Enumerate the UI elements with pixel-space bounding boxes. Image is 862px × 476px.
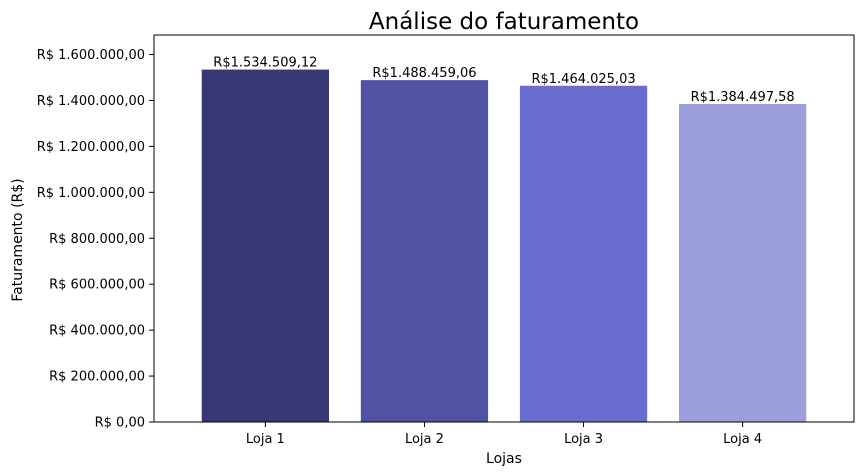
y-axis-label: Faturamento (R$) (10, 178, 26, 301)
y-tick-label: R$ 1.600.000,00 (37, 48, 145, 63)
bar-3 (519, 85, 648, 423)
x-tick-label: Loja 2 (405, 432, 444, 447)
bar-2 (360, 80, 489, 423)
y-tick-label: R$ 1.200.000,00 (37, 140, 145, 155)
x-tick-label: Loja 1 (246, 432, 285, 447)
y-tick-label: R$ 400.000,00 (49, 324, 145, 339)
bar-4 (679, 104, 807, 423)
y-tick-label: R$ 800.000,00 (49, 232, 145, 247)
bar-1 (201, 69, 329, 422)
data-label-2: R$1.488.459,06 (372, 66, 476, 81)
y-tick-label: R$ 0,00 (95, 416, 145, 431)
plot-frame (153, 34, 855, 423)
y-tick-label: R$ 200.000,00 (49, 370, 145, 385)
y-tick-label: R$ 1.000.000,00 (37, 186, 145, 201)
data-label-3: R$1.464.025,03 (531, 72, 635, 87)
data-label-4: R$1.384.497,58 (691, 90, 795, 105)
data-label-1: R$1.534.509,12 (213, 56, 317, 71)
y-tick-label: R$ 600.000,00 (49, 278, 145, 293)
x-axis-label: Lojas (486, 451, 522, 467)
x-tick-label: Loja 4 (723, 432, 762, 447)
x-tick-label: Loja 3 (564, 432, 603, 447)
chart-title: Análise do faturamento (369, 9, 639, 35)
y-tick-label: R$ 1.400.000,00 (37, 94, 145, 109)
